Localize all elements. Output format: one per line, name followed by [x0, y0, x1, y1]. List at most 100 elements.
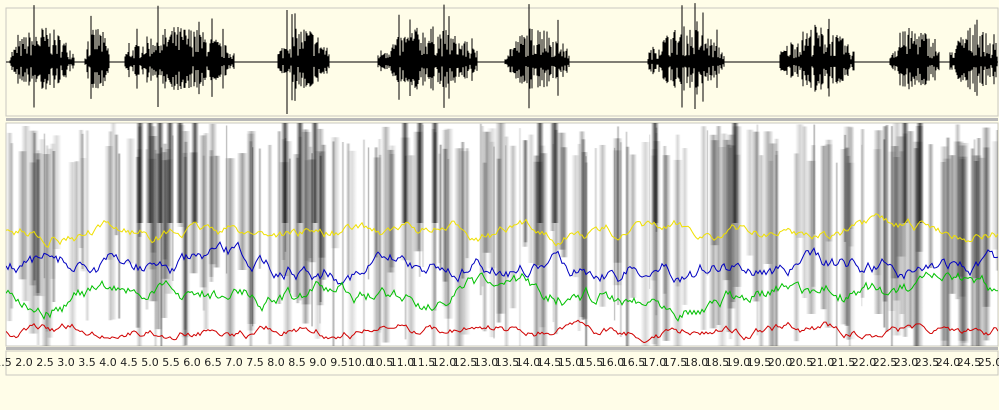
- spectrogram-band: [521, 140, 529, 247]
- spectrogram-band: [281, 123, 289, 223]
- formant-track: [6, 271, 998, 322]
- time-label: 18.5: [705, 356, 730, 369]
- spectrogram-band: [648, 134, 651, 289]
- time-label: 20.5: [789, 356, 814, 369]
- spectrogram-band: [144, 149, 150, 310]
- spectrogram-band: [292, 154, 301, 298]
- spectrogram-band: [972, 139, 977, 265]
- spectrogram-band: [109, 123, 117, 320]
- spectrogram-band: [146, 123, 154, 223]
- spectrogram-band: [401, 123, 409, 223]
- time-label: 10.5: [369, 356, 394, 369]
- spectrogram-band: [307, 146, 314, 259]
- spectrogram-band: [945, 137, 951, 346]
- time-label: 11.0: [390, 356, 415, 369]
- time-label: 5.5: [162, 356, 180, 369]
- time-label: 7.5: [246, 356, 264, 369]
- time-label: 23.0: [894, 356, 919, 369]
- spectrogram-band: [311, 123, 319, 223]
- spectrogram-band: [191, 123, 199, 223]
- spectrogram-band: [939, 146, 950, 341]
- time-label: 18.0: [684, 356, 709, 369]
- spectrogram-band: [640, 141, 651, 346]
- time-axis: 1.52.02.53.03.54.04.55.05.56.06.57.07.58…: [0, 356, 999, 369]
- time-label: 4.0: [99, 356, 117, 369]
- time-label: 17.5: [663, 356, 688, 369]
- spectrogram-band: [43, 133, 46, 279]
- time-label: 16.0: [600, 356, 625, 369]
- spectrogram-band: [598, 144, 607, 307]
- time-label: 6.0: [183, 356, 201, 369]
- spectrogram-band: [276, 131, 282, 304]
- spectrogram-band: [532, 155, 541, 346]
- spectrogram-band: [176, 123, 184, 223]
- spectrogram-band: [296, 123, 304, 223]
- time-label: 16.5: [621, 356, 646, 369]
- spectrogram-band: [650, 149, 659, 345]
- time-label: 14.5: [537, 356, 562, 369]
- spectrogram-band: [134, 156, 142, 328]
- spectrogram-band: [551, 123, 559, 223]
- spectrogram-band: [571, 155, 581, 278]
- spectrogram-band: [906, 131, 915, 328]
- spectrogram-band: [9, 143, 15, 309]
- waveform-trace: [6, 3, 998, 110]
- spectrogram-band: [706, 130, 709, 276]
- time-label: 8.0: [267, 356, 285, 369]
- spectrogram-band: [593, 148, 598, 301]
- spectrogram-band: [377, 138, 382, 333]
- spectrogram-band: [699, 126, 708, 330]
- time-label: 12.0: [432, 356, 457, 369]
- spectrogram-band: [202, 133, 210, 330]
- spectrogram-band: [367, 147, 370, 280]
- spectrogram-band: [464, 148, 470, 259]
- spectrogram-band: [927, 144, 934, 269]
- spectrogram-band: [755, 124, 760, 336]
- spectrogram-band: [404, 155, 408, 340]
- time-label: 19.5: [747, 356, 772, 369]
- spectrogram-band: [503, 136, 510, 346]
- spectrogram-band: [166, 123, 174, 223]
- time-label: 22.0: [852, 356, 877, 369]
- spectrogram-band: [73, 161, 81, 292]
- time-axis-bar: [5, 350, 999, 376]
- time-label: 9.5: [330, 356, 348, 369]
- spectrogram-band: [884, 124, 890, 332]
- spectrogram-band: [236, 153, 248, 270]
- time-label: 7.0: [225, 356, 243, 369]
- spectrogram-band: [518, 128, 522, 346]
- spectrogram-band: [651, 123, 659, 223]
- spectrogram-band: [51, 135, 62, 250]
- spectrogram-band: [538, 145, 547, 328]
- spectrogram-band: [479, 123, 483, 296]
- spectrogram-band: [792, 153, 800, 342]
- spectrogram-band: [453, 148, 465, 346]
- spectrogram-band: [708, 134, 719, 329]
- spectrogram-band: [843, 134, 847, 242]
- spectrogram-band: [843, 147, 851, 326]
- spectrogram-band: [481, 162, 488, 332]
- spectrogram-band: [416, 123, 424, 223]
- spectrogram-band: [387, 145, 397, 295]
- formant-track: [6, 319, 998, 344]
- time-label: 8.5: [288, 356, 306, 369]
- spectrogram-band: [911, 141, 924, 346]
- time-label: 13.5: [495, 356, 520, 369]
- time-label: 10.0: [348, 356, 373, 369]
- spectrogram-band: [156, 123, 164, 223]
- spectrogram-band: [431, 123, 439, 223]
- spectrogram-band: [380, 126, 391, 343]
- spectrogram-band: [556, 132, 567, 250]
- spectrogram-band: [824, 139, 834, 242]
- time-label: 25.0: [978, 356, 999, 369]
- spectrogram-band: [67, 162, 77, 346]
- spectrogram-band: [795, 124, 805, 238]
- spectrogram-band: [901, 133, 909, 337]
- spectrogram-band: [345, 143, 351, 275]
- spectrogram-band: [362, 139, 366, 346]
- spectrogram-band: [672, 159, 684, 346]
- spectrogram-band: [762, 131, 774, 264]
- spectrogram-band: [488, 141, 496, 338]
- spectrogram-band: [859, 129, 866, 298]
- spectrogram-band: [341, 142, 345, 346]
